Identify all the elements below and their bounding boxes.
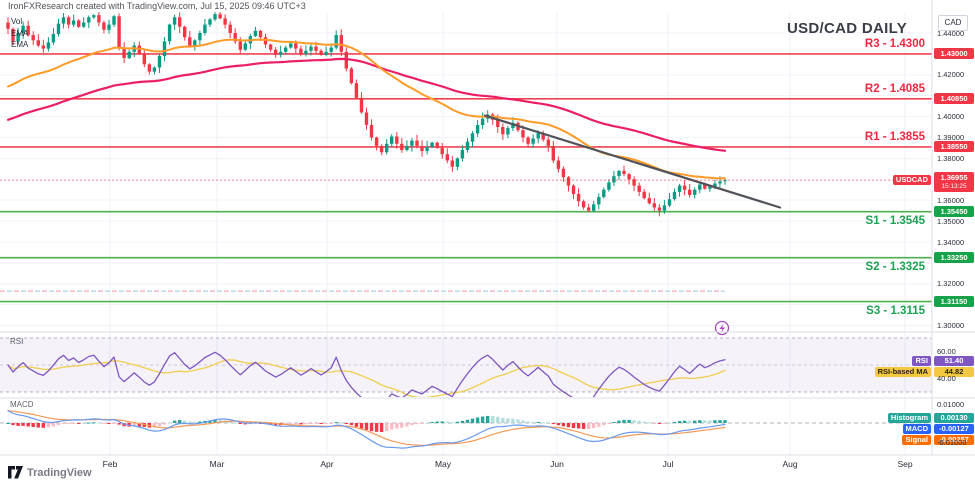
rsi-ma-line	[7, 359, 726, 397]
price-tick-1.30000: 1.30000	[937, 321, 965, 331]
time-axis-Feb[interactable]: Feb	[102, 459, 118, 469]
price-tick-1.44000: 1.44000	[937, 28, 965, 38]
candlestick-series	[6, 12, 727, 217]
level-axis-badge-S3: 1.31150	[934, 296, 974, 308]
time-axis-Mar[interactable]: Mar	[209, 459, 225, 469]
rsi-chip: RSI	[912, 356, 931, 366]
legend-ema-slow[interactable]: EMA	[11, 40, 29, 49]
level-axis-badge-R2: 1.40850	[934, 93, 974, 105]
level-label-R3: R3 - 1.4300	[864, 37, 925, 50]
tradingview-watermark[interactable]: TradingView	[8, 466, 92, 479]
price-tick-1.36000: 1.36000	[937, 195, 965, 205]
level-label-R2: R2 - 1.4085	[864, 82, 925, 95]
time-axis-Sep[interactable]: Sep	[897, 459, 913, 469]
rsi-ma-value-badge: 44.82	[934, 367, 974, 377]
bar-countdown: 15:13:25	[941, 183, 967, 190]
rsi-tick-40: 40.00	[937, 374, 956, 383]
price-tick-1.42000: 1.42000	[937, 70, 965, 80]
time-axis-May[interactable]: May	[434, 459, 452, 469]
macd-value-badge: -0.00127	[934, 424, 974, 434]
symbol-chip: USDCAD	[892, 175, 931, 185]
macd-tick--0.01: -0.01000	[937, 437, 967, 447]
rsi-line	[7, 351, 726, 397]
level-label-R1: R1 - 1.3855	[864, 130, 925, 143]
price-tick-1.32000: 1.32000	[937, 279, 965, 289]
macd-signal-line	[7, 410, 726, 446]
price-tick-1.34000: 1.34000	[937, 237, 965, 247]
macd-line	[7, 410, 726, 449]
descending-trendline[interactable]	[483, 114, 782, 209]
macd-chip: MACD	[902, 424, 931, 434]
panel-separators	[0, 0, 975, 456]
price-tick-1.40000: 1.40000	[937, 112, 965, 122]
legend-volume[interactable]: Vol	[11, 17, 23, 26]
quick-action-icon[interactable]	[714, 320, 730, 336]
price-tick-1.39000: 1.39000	[937, 133, 965, 142]
legend-ema-fast[interactable]: EMA	[11, 28, 29, 38]
level-axis-badge-R3: 1.43000	[934, 48, 974, 60]
signal-value-badge: -0.00257	[934, 435, 974, 445]
macd-tick-0.01: 0.01000	[937, 399, 965, 409]
level-axis-badge-S1: 1.35450	[934, 206, 974, 218]
rsi-tick-60: 60.00	[937, 347, 956, 356]
level-label-S1: S1 - 1.3545	[865, 214, 925, 227]
time-axis-Apr[interactable]: Apr	[320, 459, 334, 469]
histogram-chip: Histogram	[887, 413, 931, 423]
tradingview-watermark-text: TradingView	[27, 466, 92, 479]
price-axis-currency-label: CAD	[938, 15, 968, 31]
level-axis-badge-S2: 1.33250	[934, 252, 974, 264]
rsi-panel-label[interactable]: RSI	[10, 337, 24, 346]
time-axis-Jun[interactable]: Jun	[550, 459, 564, 469]
time-axis-Jul[interactable]: Jul	[662, 459, 674, 469]
macd-histogram	[6, 415, 727, 432]
last-price-value: 1.36955	[940, 173, 968, 182]
signal-chip: Signal	[902, 435, 931, 445]
price-tick-1.38000: 1.38000	[937, 153, 965, 163]
tradingview-logo-icon	[8, 466, 23, 479]
indicator-legend: Vol EMA EMA	[11, 16, 28, 51]
rsi-value-badge: 51.40	[934, 356, 974, 366]
last-price-badge: 1.36955 15:13:25	[934, 172, 974, 192]
time-axis-Aug[interactable]: Aug	[782, 459, 798, 469]
level-axis-badge-R1: 1.38550	[934, 141, 974, 153]
level-label-S3: S3 - 1.3115	[866, 304, 925, 317]
ema-slow-line	[6, 57, 727, 152]
chart-title: USD/CAD DAILY	[786, 20, 907, 37]
level-label-S2: S2 - 1.3325	[865, 260, 925, 273]
macd-panel-label[interactable]: MACD	[10, 400, 34, 409]
attribution-text: IronFXResearch created with TradingView.…	[8, 1, 306, 11]
rsi-ma-chip: RSI-based MA	[874, 367, 931, 377]
price-tick-1.35000: 1.35000	[937, 216, 965, 226]
histogram-value-badge: 0.00130	[934, 413, 974, 423]
